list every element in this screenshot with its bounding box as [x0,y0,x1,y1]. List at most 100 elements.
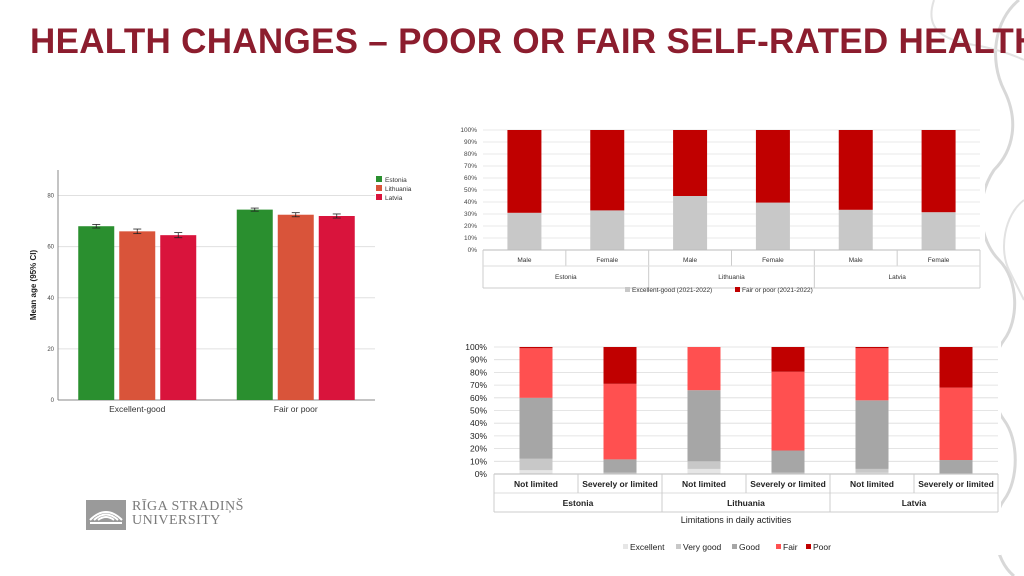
bar [318,216,355,400]
bar-segment [603,459,637,473]
page-title: HEALTH CHANGES – POOR OR FAIR SELF-RATED… [30,22,1024,61]
x-category-label: Male [849,257,863,264]
y-tick-label: 10% [470,456,487,466]
bar-segment [921,212,956,250]
x-group-label: Estonia [555,274,577,281]
y-tick-label: 20% [470,444,487,454]
bar-segment [939,387,973,461]
x-category-label: Female [928,257,950,264]
legend-swatch [625,287,630,292]
bar-segment [771,472,805,474]
bar-segment [687,347,721,391]
self-rated-health-by-sex-chart: 0% 10% 20% 30% 40% 50% 60% 70% 80% 90% 100% Male Fem… [455,120,985,300]
bar-segment [590,130,625,211]
bar-segment [771,347,805,372]
legend-swatch [776,544,781,549]
y-tick-label: 80% [470,367,487,377]
x-category-label: Male [517,257,531,264]
bar-segment [687,468,721,474]
bar-segment [507,212,542,250]
bar-segment [838,130,873,210]
y-tick-label: 20% [464,223,477,230]
y-tick-label: 100% [465,342,487,352]
x-category-label: Not limited [514,479,558,489]
y-tick-label: 90% [470,355,487,365]
y-tick-label: 30% [464,211,477,218]
legend-swatch [623,544,628,549]
y-tick-label: 50% [470,406,487,416]
bar [78,226,115,400]
bar-segment [855,347,889,349]
x-axis-title: Limitations in daily activities [681,515,792,525]
legend-label: Estonia [385,177,407,184]
bar-segment [939,460,973,474]
mean-age-chart-panel: 0 20 40 60 80 Mean age (95% CI) Excellent-good… [20,160,425,416]
bar-segment [939,347,973,388]
bar-segment [519,347,553,349]
legend-label: Good [739,542,760,552]
bar-segment [519,348,553,398]
page-decoration [930,0,1024,576]
bar-segment [507,130,542,213]
bar-segment [687,461,721,469]
bar-segment [687,390,721,462]
legend-label: Fair or poor (2021-2022) [742,287,813,294]
legend-label: Excellent [630,542,665,552]
legend-label: Very good [683,542,722,552]
bar-segment [755,202,790,250]
plot-background [455,120,985,300]
legend-label: Poor [813,542,831,552]
y-axis-label: Mean age (95% CI) [29,250,38,321]
x-category-label: Severely or limited [582,479,658,489]
bar-segment [519,470,553,474]
y-tick-label: 30% [470,431,487,441]
x-category-label: Fair or poor [274,404,318,414]
x-group-label: Latvia [888,274,906,281]
x-category-label: Severely or limited [918,479,994,489]
y-tick-label: 60 [47,245,54,251]
y-tick-label: 40% [464,199,477,206]
bar-segment [673,196,708,250]
x-category-label: Male [683,257,697,264]
bar-segment [855,468,889,473]
bar [236,209,273,400]
y-tick-label: 80 [47,194,54,200]
x-group-label: Lithuania [727,498,765,508]
y-tick-label: 0 [51,398,55,404]
y-tick-label: 80% [464,151,477,158]
bar-segment [755,130,790,203]
bar-segment [771,371,805,451]
bar-segment [855,348,889,401]
university-logo: RĪGA STRADIŅŠ UNIVERSITY [86,500,243,530]
logo-line-2: UNIVERSITY [132,513,221,528]
y-tick-label: 0% [475,469,488,479]
bar-segment [855,400,889,469]
bar-segment [590,210,625,250]
bar-segment [519,397,553,459]
x-group-label: Estonia [563,498,594,508]
bar-segment [838,209,873,250]
y-tick-label: 70% [470,380,487,390]
y-tick-label: 90% [464,139,477,146]
bar [119,231,156,400]
bar-segment [855,472,889,474]
y-tick-label: 0% [468,247,478,254]
legend-swatch [676,544,681,549]
self-rated-health-by-limitations-chart: 0% 10% 20% 30% 40% 50% 60% 70% 80% 90% 100% Not lim… [458,337,1001,555]
y-tick-label: 60% [464,175,477,182]
bar-segment [771,450,805,473]
bar [277,214,314,400]
x-category-label: Female [596,257,618,264]
legend-swatch [376,176,382,182]
self-rated-health-by-sex-chart-panel: 0% 10% 20% 30% 40% 50% 60% 70% 80% 90% 100% Male Fem… [455,120,985,300]
legend-label: Latvia [385,195,403,202]
y-tick-label: 70% [464,163,477,170]
logo-line-1: RĪGA STRADIŅŠ [132,499,244,514]
legend-label: Excellent-good (2021-2022) [632,287,712,294]
bar-segment [921,130,956,213]
legend-label: Fair [783,542,798,552]
legend-swatch [376,185,382,191]
mean-age-chart: 0 20 40 60 80 Mean age (95% CI) Excellent-good… [20,160,425,416]
bar [160,235,197,400]
legend-swatch [732,544,737,549]
